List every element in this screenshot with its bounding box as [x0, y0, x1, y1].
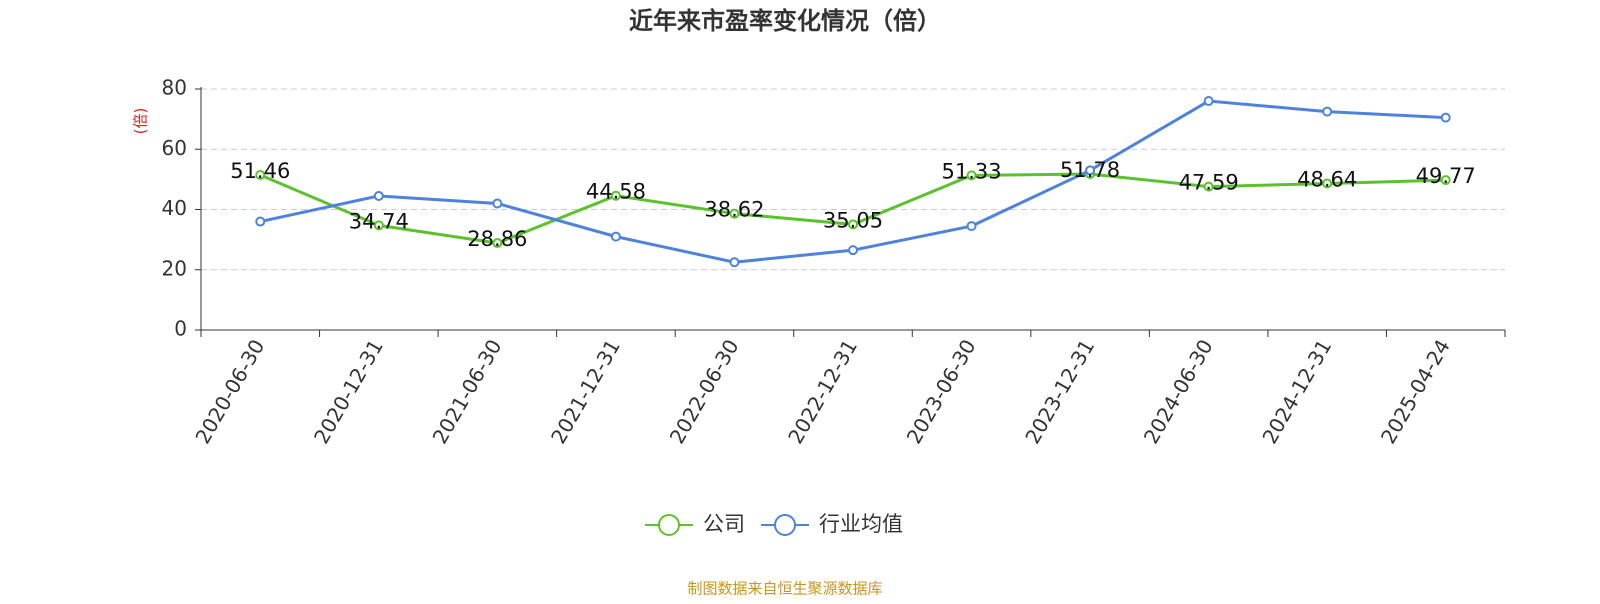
- data-label: 49.77: [1416, 164, 1476, 188]
- x-tick-label: 2021-06-30: [428, 335, 507, 448]
- data-point: [255, 216, 266, 227]
- y-tick-label: 40: [162, 196, 187, 220]
- y-tick-label: 80: [162, 76, 187, 100]
- legend-marker: [658, 514, 680, 536]
- data-point: [966, 170, 977, 181]
- data-point: [492, 238, 503, 249]
- x-tick-label: 2020-12-31: [309, 335, 388, 448]
- data-point: [1085, 165, 1096, 176]
- legend-label: 行业均值: [819, 512, 903, 536]
- data-point: [1440, 112, 1451, 123]
- data-point: [373, 190, 384, 201]
- data-point: [848, 245, 858, 256]
- y-tick-label: 60: [162, 136, 187, 160]
- series-line: [259, 99, 1446, 264]
- data-label: 38.62: [704, 198, 764, 222]
- data-point: [373, 220, 384, 231]
- data-point: [729, 208, 740, 219]
- legend-marker: [774, 514, 796, 536]
- data-label: 48.64: [1297, 167, 1357, 191]
- x-tick-label: 2024-12-31: [1257, 335, 1336, 448]
- data-label: 51.78: [1060, 158, 1120, 182]
- source-note: 制图数据来自恒生聚源数据库: [687, 580, 882, 598]
- data-label: 44.58: [586, 180, 646, 204]
- data-label: 47.59: [1179, 171, 1239, 195]
- data-point: [1203, 96, 1214, 107]
- data-point: [610, 231, 621, 242]
- x-tick-label: 2024-06-30: [1139, 335, 1218, 448]
- x-tick-label: 2022-06-30: [665, 335, 744, 448]
- data-label: 51.46: [230, 159, 290, 183]
- data-point: [1203, 181, 1214, 192]
- data-label: 28.86: [467, 227, 527, 251]
- data-point: [1322, 178, 1333, 189]
- data-point: [848, 219, 858, 230]
- data-point: [1440, 175, 1451, 186]
- legend-label: 公司: [703, 512, 745, 536]
- chart-title: 近年来市盈率变化情况（倍）: [629, 7, 941, 35]
- data-point: [729, 257, 740, 268]
- x-tick-label: 2023-12-31: [1020, 335, 1099, 448]
- data-label: 35.05: [823, 208, 883, 232]
- data-point: [1322, 106, 1333, 117]
- data-label: 51.33: [941, 159, 1001, 183]
- x-tick-label: 2025-04-24: [1376, 335, 1455, 448]
- x-tick-label: 2021-12-31: [546, 335, 625, 448]
- data-point: [492, 198, 503, 209]
- legend-item[interactable]: 公司: [645, 512, 745, 536]
- y-tick-label: 0: [174, 317, 187, 341]
- x-tick-label: 2020-06-30: [190, 335, 269, 448]
- legend-item[interactable]: 行业均值: [761, 512, 903, 536]
- y-tick-label: 20: [162, 256, 187, 280]
- data-point: [255, 169, 266, 180]
- data-point: [966, 221, 977, 232]
- data-label: 34.74: [349, 209, 409, 233]
- y-axis-label: (倍): [132, 108, 150, 135]
- data-point: [610, 190, 621, 201]
- x-tick-label: 2022-12-31: [783, 335, 862, 448]
- x-tick-label: 2023-06-30: [902, 335, 981, 448]
